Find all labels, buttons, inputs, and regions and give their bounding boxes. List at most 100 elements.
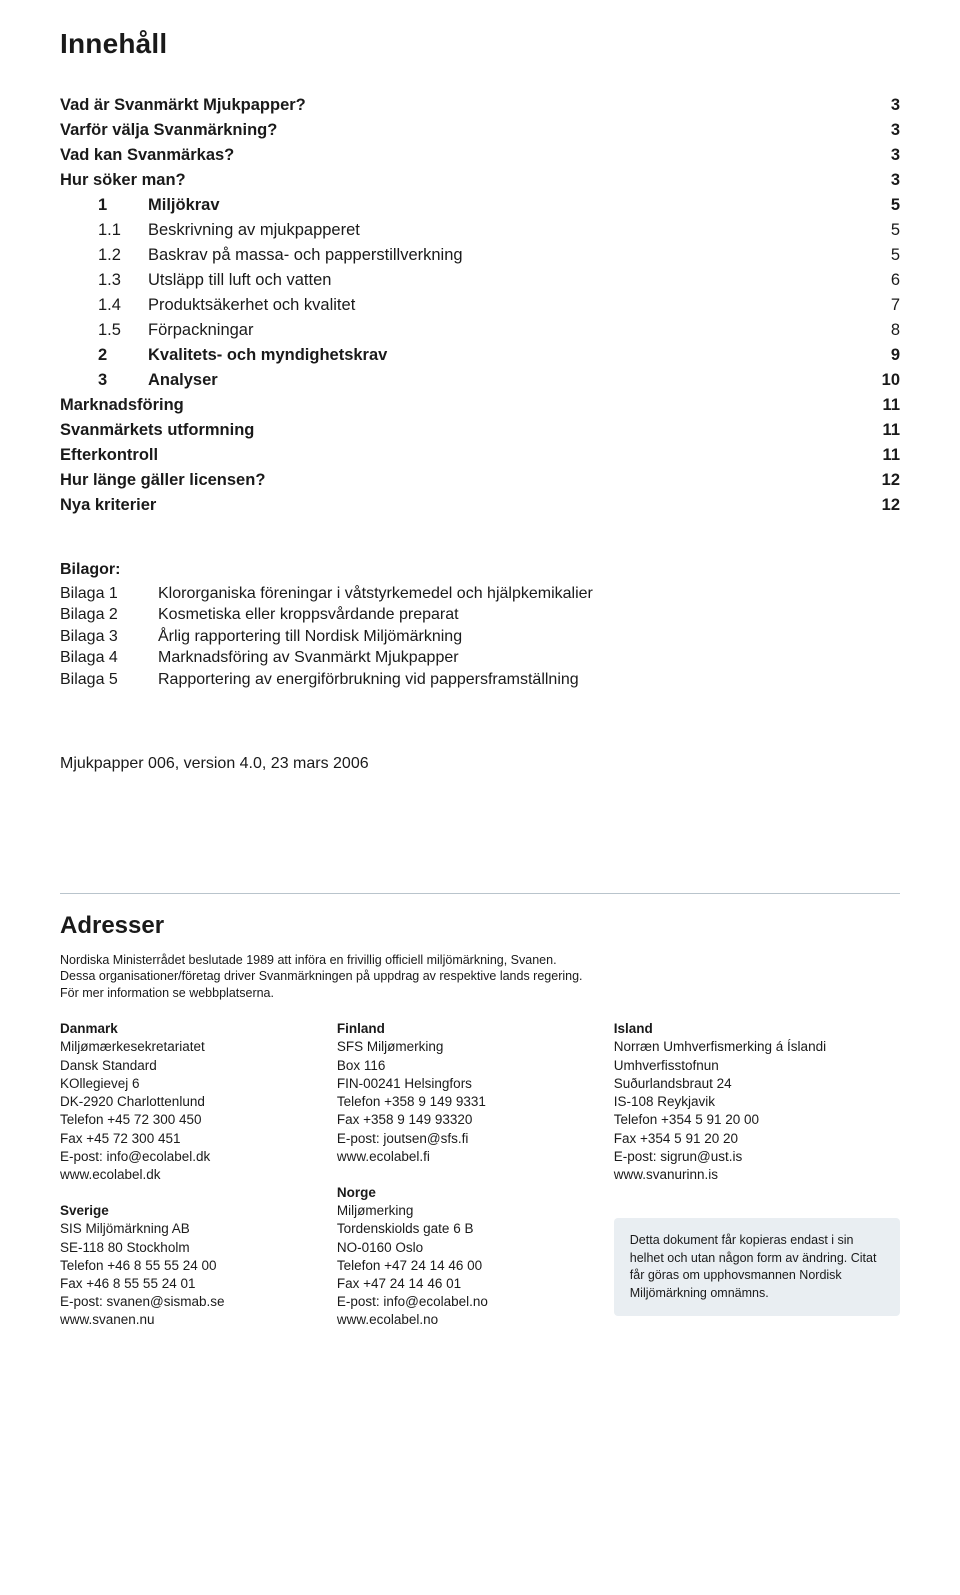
- toc-page: 12: [882, 496, 900, 515]
- toc-page: 12: [882, 471, 900, 490]
- toc-page: 5: [891, 246, 900, 265]
- toc-label: 1.5Förpackningar: [60, 321, 253, 340]
- toc-number: 1.1: [98, 221, 126, 240]
- address-line: www.ecolabel.fi: [337, 1148, 586, 1166]
- address-line: Suðurlandsbraut 24: [614, 1075, 900, 1093]
- toc-text: Varför välja Svanmärkning?: [60, 121, 277, 140]
- toc-row: 1.4Produktsäkerhet och kvalitet7: [60, 296, 900, 315]
- address-line: Telefon +45 72 300 450: [60, 1111, 309, 1129]
- toc-row: 1.3 Utsläpp till luft och vatten 6: [60, 271, 900, 290]
- toc-label: Svanmärkets utformning: [60, 421, 254, 440]
- address-line: Fax +358 9 149 93320: [337, 1111, 586, 1129]
- address-line: www.ecolabel.dk: [60, 1166, 309, 1184]
- country-heading: Island: [614, 1020, 900, 1038]
- appendix-row: Bilaga 4Marknadsföring av Svanmärkt Mjuk…: [60, 647, 900, 669]
- toc-row: Varför välja Svanmärkning?3: [60, 121, 900, 140]
- appendix-text: Marknadsföring av Svanmärkt Mjukpapper: [158, 647, 459, 669]
- toc-page: 11: [883, 446, 900, 465]
- toc-page: 6: [891, 271, 900, 290]
- address-line: Telefon +358 9 149 9331: [337, 1093, 586, 1111]
- address-block-danmark: Danmark Miljømærkesekretariatet Dansk St…: [60, 1020, 309, 1184]
- version-line: Mjukpapper 006, version 4.0, 23 mars 200…: [60, 755, 900, 773]
- table-of-contents: Vad är Svanmärkt Mjukpapper? 3 Varför välj…: [60, 96, 900, 515]
- appendix-key: Bilaga 3: [60, 626, 140, 648]
- toc-page: 11: [883, 421, 900, 440]
- toc-row: Svanmärkets utformning 11: [60, 421, 900, 440]
- toc-label: 2Kvalitets- och myndighetskrav: [60, 346, 387, 365]
- toc-page: 9: [891, 346, 900, 365]
- addresses-intro: Nordiska Ministerrådet beslutade 1989 at…: [60, 952, 900, 1003]
- toc-text: Förpackningar: [148, 321, 253, 340]
- toc-page: 3: [891, 96, 900, 115]
- address-line: FIN-00241 Helsingfors: [337, 1075, 586, 1093]
- appendix-text: Kosmetiska eller kroppsvårdande preparat: [158, 604, 459, 626]
- country-heading: Norge: [337, 1184, 586, 1202]
- intro-line: För mer information se webbplatserna.: [60, 985, 900, 1002]
- intro-line: Nordiska Ministerrådet beslutade 1989 at…: [60, 952, 900, 969]
- address-line: E-post: joutsen@sfs.fi: [337, 1130, 586, 1148]
- toc-page: 3: [891, 171, 900, 190]
- toc-label: 3Analyser: [60, 371, 218, 390]
- address-line: E-post: info@ecolabel.dk: [60, 1148, 309, 1166]
- toc-label: 1.2Baskrav på massa- och papperstillverk…: [60, 246, 463, 265]
- country-heading: Danmark: [60, 1020, 309, 1038]
- appendix-key: Bilaga 1: [60, 583, 140, 605]
- address-line: Miljømærkesekretariatet: [60, 1038, 309, 1056]
- address-block-norge: Norge Miljømerking Tordenskiolds gate 6 …: [337, 1184, 586, 1330]
- toc-row: 3Analyser10: [60, 371, 900, 390]
- address-line: www.ecolabel.no: [337, 1311, 586, 1329]
- toc-text: Baskrav på massa- och papperstillverknin…: [148, 246, 463, 265]
- address-line: SIS Miljömärkning AB: [60, 1220, 309, 1238]
- toc-page: 11: [883, 396, 900, 415]
- toc-number: 3: [98, 371, 126, 390]
- toc-label: 1Miljökrav: [60, 196, 220, 215]
- appendix-row: Bilaga 2 Kosmetiska eller kroppsvårdande …: [60, 604, 900, 626]
- address-block-sverige: Sverige SIS Miljömärkning AB SE-118 80 S…: [60, 1202, 309, 1330]
- toc-label: 1.1 Beskrivning av mjukpapperet: [60, 221, 360, 240]
- toc-row: Nya kriterier12: [60, 496, 900, 515]
- address-line: SE-118 80 Stockholm: [60, 1239, 309, 1257]
- toc-text: Vad kan Svanmärkas?: [60, 146, 234, 165]
- toc-row: Efterkontroll 11: [60, 446, 900, 465]
- appendix-text: Klororganiska föreningar i våtstyrkemede…: [158, 583, 593, 605]
- appendix-heading: Bilagor:: [60, 559, 900, 581]
- toc-text: Vad är Svanmärkt Mjukpapper?: [60, 96, 306, 115]
- address-line: E-post: sigrun@ust.is: [614, 1148, 900, 1166]
- address-line: www.svanurinn.is: [614, 1166, 900, 1184]
- toc-label: 1.3 Utsläpp till luft och vatten: [60, 271, 331, 290]
- toc-number: 1.3: [98, 271, 126, 290]
- toc-text: Beskrivning av mjukpapperet: [148, 221, 360, 240]
- address-columns: Danmark Miljømærkesekretariatet Dansk St…: [60, 1020, 900, 1348]
- address-line: E-post: svanen@sismab.se: [60, 1293, 309, 1311]
- toc-number: 2: [98, 346, 126, 365]
- toc-label: Vad är Svanmärkt Mjukpapper?: [60, 96, 306, 115]
- address-block-finland: Finland SFS Miljømerking Box 116 FIN-002…: [337, 1020, 586, 1166]
- toc-row: Hur länge gäller licensen? 12: [60, 471, 900, 490]
- appendix-key: Bilaga 2: [60, 604, 140, 626]
- toc-page: 3: [891, 146, 900, 165]
- toc-number: 1.4: [98, 296, 126, 315]
- toc-row: 2Kvalitets- och myndighetskrav 9: [60, 346, 900, 365]
- address-line: Umhverfisstofnun: [614, 1057, 900, 1075]
- toc-number: 1: [98, 196, 126, 215]
- appendix-row: Bilaga 1 Klororganiska föreningar i våtst…: [60, 583, 900, 605]
- country-heading: Sverige: [60, 1202, 309, 1220]
- toc-text: Hur länge gäller licensen?: [60, 471, 265, 490]
- copyright-notice: Detta dokument får kopieras endast i sin…: [614, 1218, 900, 1316]
- address-line: KOllegievej 6: [60, 1075, 309, 1093]
- toc-text: Efterkontroll: [60, 446, 158, 465]
- address-line: Fax +47 24 14 46 01: [337, 1275, 586, 1293]
- appendix-text: Årlig rapportering till Nordisk Miljömär…: [158, 626, 462, 648]
- toc-row: 1.1Beskrivning av mjukpapperet5: [60, 221, 900, 240]
- address-line: Fax +45 72 300 451: [60, 1130, 309, 1148]
- toc-text: Utsläpp till luft och vatten: [148, 271, 331, 290]
- appendix-text: Rapportering av energiförbrukning vid pa…: [158, 669, 579, 691]
- toc-row: Vad är Svanmärkt Mjukpapper? 3: [60, 96, 900, 115]
- toc-row: 1Miljökrav5: [60, 196, 900, 215]
- address-line: Norræn Umhverfismerking á Íslandi: [614, 1038, 900, 1056]
- address-line: www.svanen.nu: [60, 1311, 309, 1329]
- appendix-row: Bilaga 5Rapportering av energiförbruknin…: [60, 669, 900, 691]
- divider-rule: [60, 893, 900, 894]
- toc-row: Hur söker man?3: [60, 171, 900, 190]
- address-line: Telefon +354 5 91 20 00: [614, 1111, 900, 1129]
